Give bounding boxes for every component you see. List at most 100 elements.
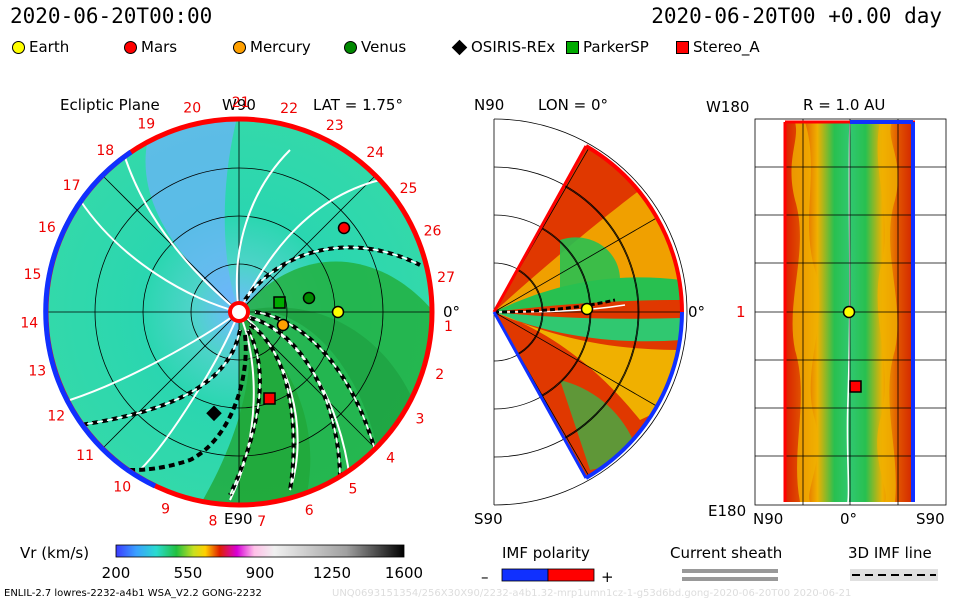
venus-marker-icon (344, 40, 357, 54)
parker-marker-icon (566, 40, 579, 54)
carrington-tick-10: 10 (113, 480, 131, 496)
carrington-tick-25: 25 (400, 181, 418, 197)
meridional-bottom-label: S90 (474, 510, 503, 528)
venus-icon (302, 291, 316, 305)
sphere-x-right: S90 (916, 510, 945, 528)
carrington-tick-22: 22 (280, 101, 298, 117)
legend-mars: Mars (124, 38, 177, 56)
colorbar-ticks: 200 550 900 1250 1600 (102, 564, 423, 582)
sphere-y-bottom: E180 (708, 502, 746, 520)
osiris-icon (206, 405, 222, 422)
colorbar-tick-1250: 1250 (313, 564, 351, 582)
imf-plus: + (601, 568, 614, 586)
carrington-tick-21: 21 (232, 95, 250, 111)
imf-line-label: 3D IMF line (848, 544, 932, 562)
timestamp-left: 2020-06-20T00:00 (10, 4, 213, 28)
footer-right: UNQ0693151354/256X30X90/2232-a4b1.32-mrp… (332, 588, 851, 599)
carrington-tick-7: 7 (257, 514, 266, 530)
ecliptic-bodies (206, 221, 351, 422)
sphere-earth-icon (842, 305, 856, 319)
sphere-y-top: W180 (706, 98, 749, 116)
sphere-x-mid: 0° (840, 510, 857, 528)
carrington-tick-12: 12 (47, 409, 65, 425)
stereo-icon (263, 392, 276, 405)
carrington-tick-15: 15 (24, 267, 42, 283)
ecliptic-lat: LAT = 1.75° (313, 96, 403, 114)
colorbar-tick-200: 200 (102, 564, 131, 582)
carrington-tick-27: 27 (437, 270, 455, 286)
current-sheath-line-1 (682, 569, 778, 573)
legend-earth: Earth (12, 38, 69, 56)
ecliptic-title: Ecliptic Plane (60, 96, 160, 114)
carrington-tick-24: 24 (366, 145, 384, 161)
current-sheath-label: Current sheath (670, 544, 782, 562)
parker-icon (273, 296, 286, 309)
carrington-tick-13: 13 (28, 364, 46, 380)
legend-stereo: Stereo_A (676, 38, 760, 56)
legend-venus: Venus (344, 38, 406, 56)
carrington-tick-19: 19 (137, 117, 155, 133)
meridional-rim-blue (584, 311, 684, 480)
legend-label: Earth (29, 38, 70, 56)
ecliptic-rim-blue (43, 149, 157, 489)
sphere-x-left: N90 (753, 510, 783, 528)
mars-icon (337, 221, 351, 235)
carrington-tick-20: 20 (183, 100, 201, 116)
meridional-top-label: N90 (474, 96, 504, 114)
legend-label: OSIRIS-REx (471, 38, 556, 56)
carrington-tick-2: 2 (435, 367, 444, 383)
meridional-rim-red (584, 144, 684, 313)
carrington-tick-16: 16 (38, 220, 56, 236)
mars-marker-icon (124, 40, 137, 54)
carrington-tick-3: 3 (416, 412, 425, 428)
carrington-tick-23: 23 (326, 118, 344, 134)
ecliptic-top-label: W90 (222, 96, 256, 114)
legend-label: Mercury (250, 38, 311, 56)
carrington-tick-11: 11 (76, 448, 94, 464)
meridional-edge-north (492, 145, 588, 313)
carrington-tick-18: 18 (96, 143, 114, 159)
colorbar-label: Vr (km/s) (20, 544, 89, 562)
meridional-earth-icon (580, 302, 594, 316)
colorbar (115, 544, 405, 558)
stereo-marker-icon (676, 40, 689, 54)
legend-label: Venus (361, 38, 407, 56)
legend-label: Mars (141, 38, 178, 56)
earth-icon (331, 305, 345, 319)
colorbar-tick-1600: 1600 (385, 564, 423, 582)
colorbar-tick-900: 900 (246, 564, 275, 582)
carrington-tick-6: 6 (305, 503, 314, 519)
current-sheath-line-2 (682, 577, 778, 581)
footer-left: ENLIL-2.7 lowres-2232-a4b1 WSA_V2.2 GONG… (4, 588, 262, 599)
carrington-tick-17: 17 (63, 178, 81, 194)
legend-mercury: Mercury (233, 38, 311, 56)
carrington-tick-14: 14 (20, 316, 38, 332)
carrington-tick-5: 5 (349, 481, 358, 497)
carrington-tick-8: 8 (208, 513, 217, 529)
carrington-tick-1: 1 (444, 319, 453, 335)
ecliptic-right-label: 0° (443, 303, 460, 321)
sun-icon (228, 301, 250, 323)
carrington-tick-9: 9 (161, 502, 170, 518)
earth-marker-icon (12, 40, 25, 54)
colorbar-tick-550: 550 (174, 564, 203, 582)
sphere-stereo-icon (849, 380, 862, 393)
timestamp-right: 2020-06-20T00 +0.00 day (651, 4, 942, 28)
sphere-y-mid: 1 (736, 303, 746, 321)
carrington-tick-4: 4 (386, 450, 395, 466)
imf-polarity-label: IMF polarity (502, 544, 590, 562)
meridional-lon: LON = 0° (538, 96, 608, 114)
legend-parker: ParkerSP (566, 38, 649, 56)
meridional-edge-south (492, 311, 588, 479)
imf-positive-swatch (547, 568, 595, 582)
imf-minus: – (481, 568, 489, 586)
legend-osiris: OSIRIS-REx (451, 38, 556, 56)
meridional-right-label: 0° (688, 303, 705, 321)
ecliptic-bottom-label: E90 (224, 510, 253, 528)
mercury-icon (276, 318, 290, 332)
imf-negative-swatch (501, 568, 549, 582)
sphere-radius: R = 1.0 AU (803, 96, 885, 114)
legend-label: ParkerSP (583, 38, 649, 56)
